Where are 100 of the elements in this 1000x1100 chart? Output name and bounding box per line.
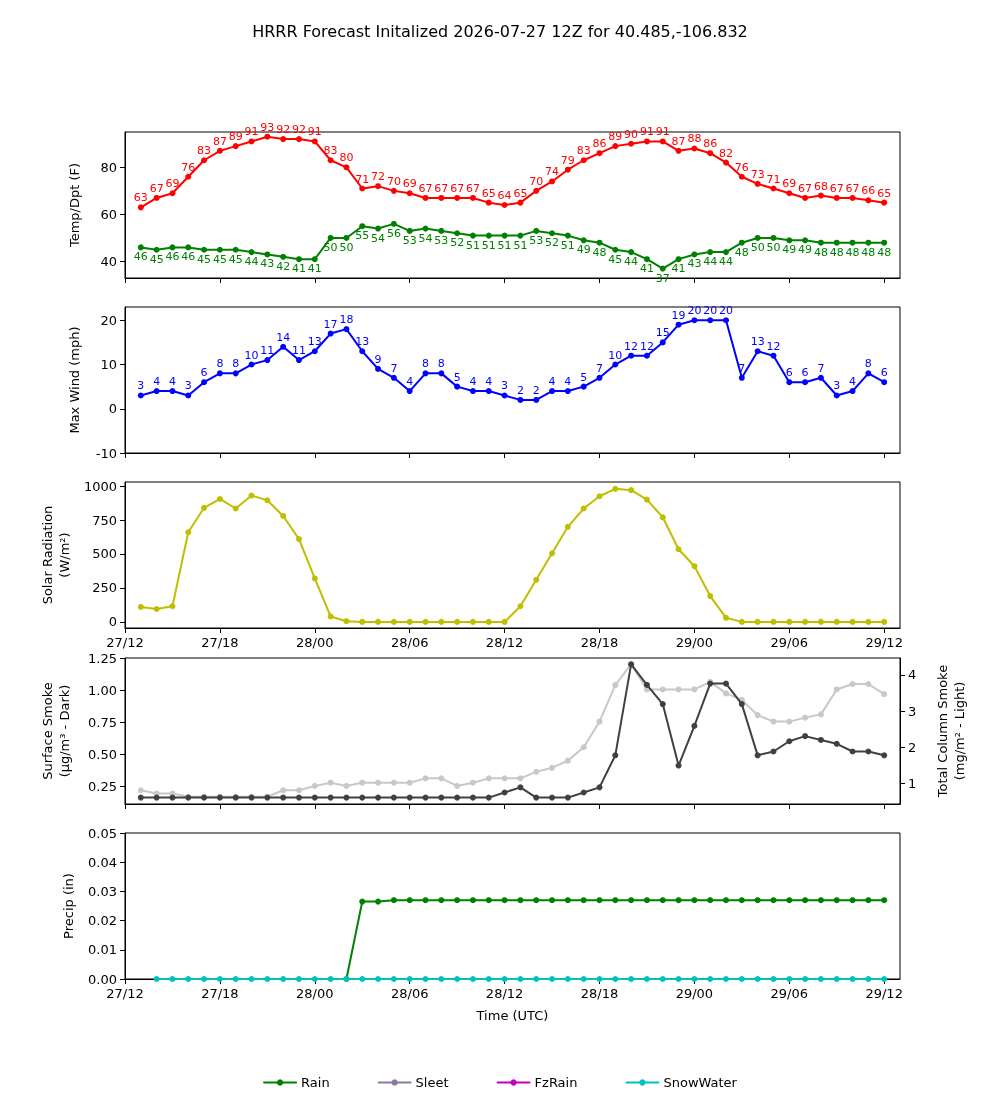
- y-tick-label: 10: [100, 357, 117, 373]
- data-label: 13: [750, 335, 765, 349]
- data-label: 43: [260, 257, 275, 271]
- y-tick-label: 1.25: [88, 650, 117, 666]
- y-tick-label: 0: [108, 614, 117, 630]
- data-label: 4: [548, 375, 556, 389]
- data-label: 74: [545, 165, 560, 179]
- data-label: 41: [291, 262, 306, 276]
- data-label: 8: [864, 357, 872, 371]
- data-label: 67: [465, 181, 480, 195]
- data-label: 67: [418, 181, 433, 195]
- data-label: 48: [734, 245, 749, 259]
- data-label: 3: [137, 379, 145, 393]
- data-label: 91: [655, 125, 670, 139]
- data-label: 89: [228, 130, 243, 144]
- data-label: 92: [291, 123, 306, 137]
- x-tick-label: 29/06: [770, 986, 809, 1001]
- data-label: 19: [671, 308, 686, 322]
- data-label: 65: [877, 186, 892, 200]
- x-tick-label: 28/12: [485, 635, 524, 650]
- x-tick-label: 27/12: [106, 986, 144, 1001]
- data-label: 93: [260, 120, 275, 134]
- data-label: 8: [437, 357, 445, 371]
- data-label: 20: [703, 304, 718, 318]
- data-label: 48: [592, 245, 607, 259]
- data-label: 50: [339, 240, 354, 254]
- data-label: 20: [687, 304, 702, 318]
- data-label: 53: [434, 233, 449, 247]
- data-label: 6: [880, 366, 888, 380]
- data-label: 88: [687, 132, 702, 146]
- data-label: 51: [513, 238, 528, 252]
- data-label: 44: [719, 255, 734, 269]
- data-label: 87: [671, 134, 686, 148]
- data-label: 4: [153, 375, 161, 389]
- data-label: 64: [497, 189, 512, 202]
- chart-title: HRRR Forecast Initalized 2026-07-27 12Z for 40.485,-106.832: [252, 21, 748, 41]
- data-label: 63: [133, 191, 148, 205]
- data-label: 6: [801, 366, 809, 380]
- y-tick-label: 0.05: [88, 825, 117, 841]
- data-label: 13: [307, 335, 322, 349]
- data-label: 68: [813, 179, 828, 193]
- data-label: 48: [877, 245, 892, 259]
- x-tick-label: 28/18: [580, 986, 619, 1001]
- data-label: 15: [655, 326, 670, 340]
- data-label: 7: [390, 361, 398, 375]
- x-tick-label: 29/00: [675, 986, 714, 1001]
- data-label: 8: [216, 357, 224, 371]
- x-tick-label: 28/06: [390, 986, 429, 1001]
- data-label: 83: [576, 144, 591, 158]
- data-label: 4: [564, 375, 572, 389]
- y2-axis-title: Total Column Smoke (mg/m² - Light): [935, 664, 967, 799]
- y-tick-label: 60: [100, 206, 117, 222]
- data-label: 45: [149, 252, 164, 266]
- data-label: 55: [355, 229, 370, 243]
- y-tick-label: 0.01: [88, 942, 117, 958]
- data-label: 8: [422, 357, 430, 371]
- x-tick-label: 27/12: [106, 635, 144, 650]
- data-label: 13: [355, 335, 370, 349]
- y-axis-title: Temp/Dpt (F): [67, 162, 82, 249]
- data-label: 72: [371, 170, 386, 184]
- data-label: 49: [782, 243, 797, 257]
- data-label: 73: [750, 167, 765, 181]
- data-label: 83: [197, 144, 212, 158]
- y2-tick-label: 4: [908, 667, 917, 683]
- data-label: 65: [513, 186, 528, 200]
- data-label: 45: [228, 252, 243, 266]
- x-tick-label: 29/12: [865, 986, 903, 1001]
- x-tick-label: 28/00: [296, 635, 334, 650]
- y-tick-label: 20: [100, 312, 117, 328]
- x-tick-label: 28/18: [580, 635, 619, 650]
- y-tick-label: 0.03: [88, 883, 117, 899]
- data-label: 4: [485, 375, 493, 389]
- data-label: 3: [833, 379, 841, 393]
- data-label: 51: [481, 238, 496, 252]
- data-label: 54: [371, 231, 386, 245]
- data-label: 45: [197, 252, 212, 266]
- y-tick-label: -10: [95, 445, 117, 461]
- data-label: 7: [817, 361, 825, 375]
- data-label: 48: [861, 245, 876, 259]
- data-label: 51: [560, 238, 575, 252]
- data-label: 52: [450, 236, 465, 250]
- legend-label: Sleet: [415, 1075, 449, 1090]
- data-label: 49: [576, 243, 591, 257]
- data-label: 67: [149, 181, 164, 195]
- y-tick-label: 500: [92, 546, 117, 562]
- y2-tick-label: 2: [908, 739, 917, 755]
- data-label: 50: [750, 240, 765, 254]
- data-label: 67: [434, 181, 449, 195]
- data-label: 67: [829, 181, 844, 195]
- data-label: 52: [545, 236, 560, 250]
- data-label: 46: [181, 250, 196, 264]
- data-label: 53: [529, 233, 544, 247]
- x-tick-label: 28/06: [390, 635, 429, 650]
- data-label: 48: [845, 245, 860, 259]
- data-label: 41: [671, 262, 686, 276]
- data-label: 71: [766, 172, 781, 186]
- y-tick-label: 1.00: [88, 682, 117, 698]
- x-tick-label: 29/12: [865, 635, 903, 650]
- data-label: 79: [560, 153, 575, 167]
- data-label: 49: [798, 243, 813, 257]
